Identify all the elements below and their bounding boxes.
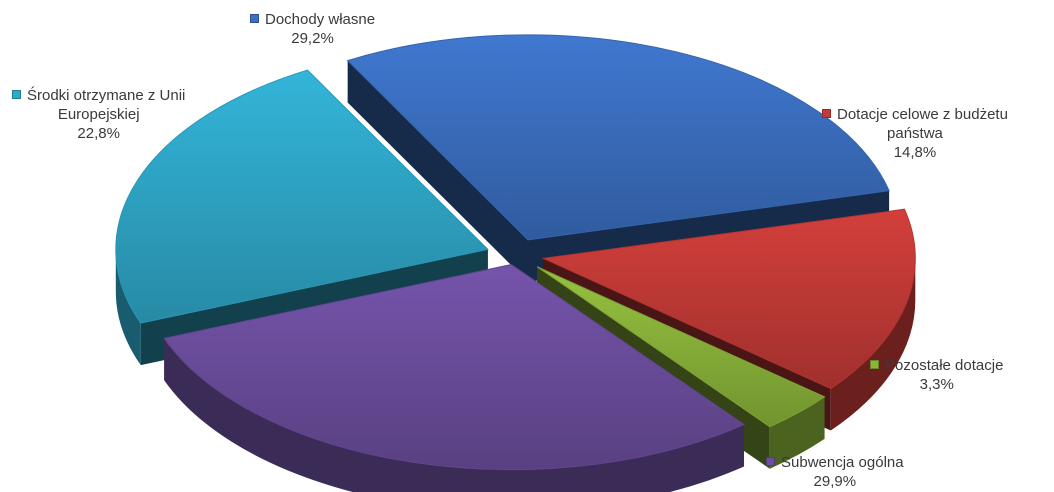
pie-slice-2	[541, 208, 916, 390]
label-subwencja-ogolna-title: Subwencja ogólna	[766, 453, 904, 472]
pie-slice-rim	[115, 249, 141, 366]
pie-slice-5	[115, 69, 489, 324]
label-srodki-ue-title-2: Europejskiej	[57, 106, 140, 123]
label-dotacje-celowe-title-2: państwa	[887, 125, 943, 142]
pie-slice-rim	[164, 338, 745, 492]
legend-marker-dotacje-celowe	[822, 109, 831, 118]
label-pozostale-dotacje-title: Pozostałe dotacje	[870, 356, 1003, 375]
pie-slice-3	[536, 266, 826, 428]
label-dochody-wlasne-title: Dochody własne	[250, 10, 375, 29]
pie-slice-radial-face	[347, 60, 528, 282]
label-srodki-ue-percent: 22,8%	[77, 125, 120, 142]
pie-slice-1	[346, 34, 890, 241]
label-dotacje-celowe-title: Dotacje celowe z budżetu	[822, 105, 1008, 124]
label-dotacje-celowe-percent: 14,8%	[893, 144, 937, 161]
legend-marker-subwencja-ogolna	[766, 457, 775, 466]
label-subwencja-ogolna-percent: 29,9%	[813, 473, 857, 490]
label-dochody-wlasne-percent: 29,2%	[291, 30, 334, 47]
legend-marker-srodki-ue	[12, 90, 21, 99]
legend-marker-pozostale-dotacje	[870, 360, 879, 369]
label-srodki-ue-title: Środki otrzymane z Unii	[12, 86, 185, 105]
label-subwencja-ogolna: Subwencja ogólna 29,9%	[766, 453, 904, 491]
label-dotacje-celowe: Dotacje celowe z budżetu państwa 14,8%	[822, 105, 1008, 162]
pie-slice-rim	[830, 258, 916, 431]
pie-slice-4	[163, 264, 746, 471]
pie-tops	[115, 34, 916, 471]
pie-slice-rim	[769, 396, 825, 469]
label-srodki-ue: Środki otrzymane z Unii Europejskiej 22,…	[12, 86, 185, 143]
label-pozostale-dotacje-percent: 3,3%	[919, 376, 954, 393]
label-dochody-wlasne: Dochody własne 29,2%	[250, 10, 375, 48]
legend-marker-dochody-wlasne	[250, 14, 259, 23]
label-pozostale-dotacje: Pozostałe dotacje 3,3%	[870, 356, 1003, 394]
